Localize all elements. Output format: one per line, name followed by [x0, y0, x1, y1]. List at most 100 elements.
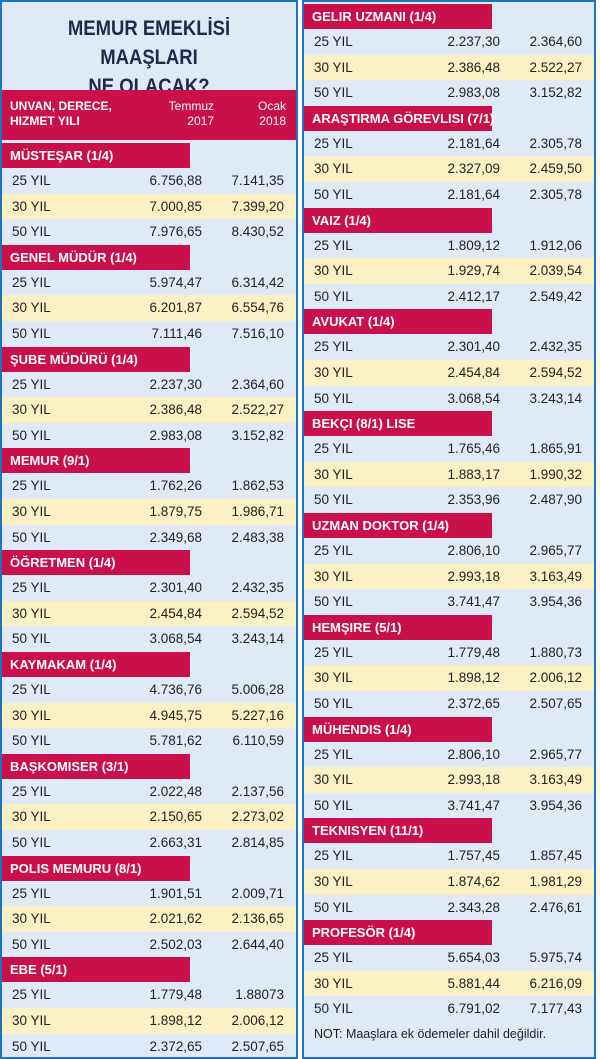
row-label: 30 YIL	[314, 772, 353, 788]
cell-value: 1.862,53	[231, 478, 284, 494]
cell-value: 6.554,76	[231, 300, 284, 316]
cell-value: 6.314,42	[231, 274, 284, 290]
note: NOT: Maaşlara ek ödemeler dahil değildir…	[314, 1026, 547, 1041]
row-label: 30 YIL	[12, 503, 51, 519]
cell-value: 2.305,78	[529, 135, 582, 151]
cell-value: 1.865,91	[529, 441, 582, 457]
header-label-line: UNVAN, DERECE,	[10, 99, 112, 113]
row-label: 50 YIL	[12, 834, 51, 850]
cell-value: 2.273,02	[231, 809, 284, 825]
table-row: 50 YIL 2.349,68 2.483,38	[2, 525, 296, 551]
column-header-line: Temmuz	[168, 99, 214, 113]
row-label: 25 YIL	[12, 478, 51, 494]
group: KAYMAKAM (1/4) 25 YIL 4.736,76 5.006,28 30 Y…	[2, 651, 296, 754]
table-row: 50 YIL 2.663,31 2.814,85	[2, 830, 296, 856]
cell-value: 5.227,16	[231, 707, 284, 723]
cell-value: 2.993,18	[447, 772, 500, 788]
cell-value: 2.644,40	[231, 936, 284, 952]
group: BEKÇI (8/1) LISE 25 YIL 1.765,46 1.865,91 30…	[304, 411, 594, 513]
cell-value: 2.993,18	[447, 568, 500, 584]
left-panel: MEMUR EMEKLİSİ MAAŞLARI NE OLACAK? UNVAN…	[0, 0, 298, 1059]
cell-value: 2.507,65	[529, 695, 582, 711]
table-row: 25 YIL 2.301,40 2.432,35	[304, 334, 594, 360]
row-label: 30 YIL	[12, 911, 51, 927]
header-label: UNVAN, DERECE, HIZMET YILI	[10, 99, 112, 129]
cell-value: 2.364,60	[231, 376, 284, 392]
row-label: 50 YIL	[12, 936, 51, 952]
cell-value: 1.762,26	[149, 478, 202, 494]
cell-value: 2.412,17	[447, 288, 500, 304]
cell-value: 2.432,35	[529, 339, 582, 355]
group-name: UZMAN DOKTOR (1/4)	[304, 512, 492, 538]
column-header: Ocak 2018	[258, 99, 286, 129]
cell-value: 2.136,65	[231, 911, 284, 927]
cell-value: 1.880,73	[529, 644, 582, 660]
table-row: 30 YIL 2.993,18 3.163,49	[304, 563, 594, 590]
cell-value: 5.975,74	[529, 950, 582, 966]
table-row: 30 YIL 1.929,74 2.039,54	[304, 258, 594, 284]
row-label: 50 YIL	[314, 594, 353, 610]
cell-value: 2.009,71	[231, 885, 284, 901]
cell-value: 3.243,14	[231, 631, 284, 647]
cell-value: 4.736,76	[149, 681, 202, 697]
row-label: 25 YIL	[314, 746, 353, 762]
table-row: 50 YIL 7.976,65 8.430,52	[2, 219, 296, 245]
cell-value: 3.152,82	[529, 85, 582, 101]
row-label: 25 YIL	[12, 681, 51, 697]
cell-value: 2.327,09	[447, 161, 500, 177]
table-row: 50 YIL 2.983,08 3.152,82	[304, 80, 594, 106]
cell-value: 8.430,52	[231, 224, 284, 240]
cell-value: 3.243,14	[529, 390, 582, 406]
cell-value: 2.237,30	[149, 376, 202, 392]
cell-value: 2.459,50	[529, 161, 582, 177]
table-row: 25 YIL 2.301,40 2.432,35	[2, 575, 296, 601]
cell-value: 6.791,02	[447, 1001, 500, 1017]
table-row: 25 YIL 6.756,88 7.141,35	[2, 168, 296, 194]
row-label: 50 YIL	[12, 631, 51, 647]
cell-value: 1.765,46	[447, 441, 500, 457]
cell-value: 1.898,12	[149, 1012, 202, 1028]
group: AVUKAT (1/4) 25 YIL 2.301,40 2.432,35 30 YIL…	[304, 309, 594, 411]
cell-value: 7.000,85	[149, 198, 202, 214]
row-label: 25 YIL	[314, 848, 353, 864]
cell-value: 1.779,48	[149, 987, 202, 1003]
table-row: 30 YIL 2.993,18 3.163,49	[304, 767, 594, 793]
row-label: 30 YIL	[12, 300, 51, 316]
table-row: 50 YIL 2.502,03 2.644,40	[2, 932, 296, 958]
group-name: BAŞKOMISER (3/1)	[2, 753, 190, 779]
table-row: 50 YIL 3.741,47 3.954,36	[304, 793, 594, 819]
cell-value: 2.386,48	[149, 402, 202, 418]
row-label: 30 YIL	[12, 707, 51, 723]
cell-value: 7.177,43	[529, 1001, 582, 1017]
row-label: 25 YIL	[12, 173, 51, 188]
cell-value: 1.874,62	[447, 873, 500, 889]
table-row: 50 YIL 3.068,54 3.243,14	[2, 626, 296, 652]
group-name: GENEL MÜDÜR (1/4)	[2, 244, 190, 270]
row-label: 30 YIL	[12, 605, 51, 621]
row-label: 50 YIL	[314, 695, 353, 711]
row-label: 25 YIL	[314, 237, 353, 253]
cell-value: 2.372,65	[149, 1038, 202, 1054]
table-row: 25 YIL 1.901,51 2.009,71	[2, 881, 296, 907]
table-row: 50 YIL 2.372,65 2.507,65	[304, 691, 594, 717]
column-header-line: Ocak	[257, 99, 286, 113]
table-row: 50 YIL 2.343,28 2.476,61	[304, 895, 594, 921]
cell-value: 3.068,54	[447, 390, 500, 406]
column-header-line: 2017	[187, 114, 214, 128]
row-label: 25 YIL	[314, 542, 353, 558]
table-row: 25 YIL 1.779,48 1.880,73	[304, 640, 594, 666]
row-label: 50 YIL	[314, 186, 353, 202]
cell-value: 3.163,49	[529, 568, 582, 584]
cell-value: 2.181,64	[447, 135, 500, 151]
row-label: 50 YIL	[12, 529, 51, 545]
row-label: 25 YIL	[314, 34, 353, 49]
group: PROFESÖR (1/4) 25 YIL 5.654,03 5.975,74 30 Y…	[304, 920, 594, 1022]
cell-value: 4.945,75	[149, 707, 202, 723]
group-name: MÜSTEŞAR (1/4)	[2, 143, 190, 168]
row-label: 30 YIL	[12, 198, 51, 214]
row-label: 50 YIL	[314, 288, 353, 304]
cell-value: 2.386,48	[447, 59, 500, 75]
cell-value: 2.237,30	[447, 34, 500, 49]
row-label: 30 YIL	[314, 670, 353, 686]
row-label: 30 YIL	[314, 873, 353, 889]
